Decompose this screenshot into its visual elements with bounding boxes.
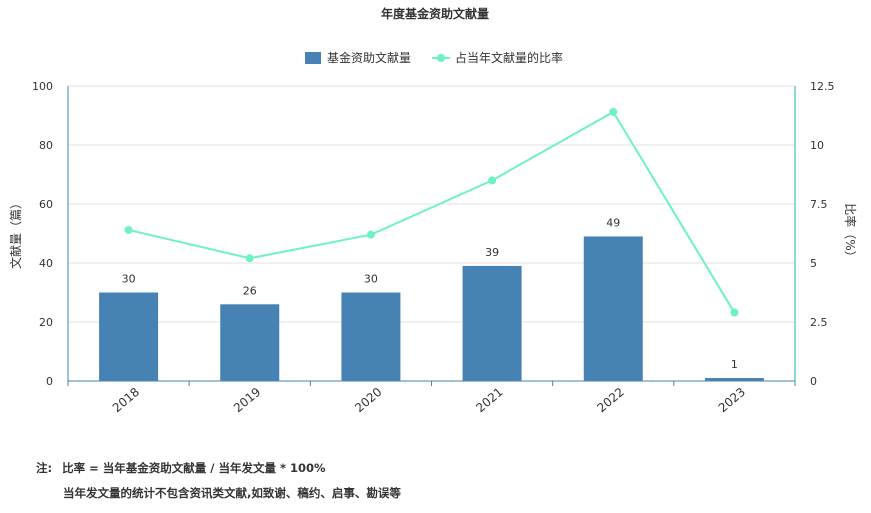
bar-data-label: 39 [485,246,499,259]
bar [220,304,280,381]
legend-bar-swatch [305,52,321,64]
bar [341,292,401,381]
y2-axis-ticks: 0 2.5 5 7.5 10 12.5 [810,80,835,388]
x-tick-label: 2019 [231,385,263,415]
ratio-point [730,308,739,317]
note-label: 注: [36,461,53,475]
y-axis-label: 文献量（篇） [8,197,23,269]
x-tick-label: 2021 [473,385,505,415]
y2-axis-label: 比率（%） [843,203,858,262]
note-ratio-definition: 注: 比率 = 当年基金资助文献量 / 当年发文量 * 100% [36,460,326,476]
legend-line-marker [437,54,445,62]
x-tick-label: 2018 [110,385,142,415]
x-tick-label: 2023 [716,385,748,415]
bar-data-labels: 30 26 30 39 49 1 [122,216,738,371]
ratio-point [124,225,133,234]
y2-tick-label: 12.5 [810,80,835,93]
y2-tick-label: 5 [810,257,817,270]
ratio-point [488,176,497,185]
y-tick-label: 80 [39,139,53,152]
legend-item-line[interactable]: 占当年文献量的比率 [432,50,563,65]
legend-line-label: 占当年文献量的比率 [455,50,563,65]
bar-data-label: 30 [364,273,378,286]
bar-series [99,236,764,381]
x-axis-ticks: 2018 2019 2020 2021 2022 2023 [67,381,796,415]
legend[interactable]: 基金资助文献量 占当年文献量的比率 [305,50,563,65]
note-exclusions: 当年发文量的统计不包含资讯类文献,如致谢、稿约、启事、勘误等 [63,485,401,501]
ratio-line [128,110,736,314]
y-axis-ticks: 0 20 40 60 80 100 [32,80,53,388]
bar-data-label: 26 [243,284,257,297]
legend-bar-label: 基金资助文献量 [327,50,411,65]
ratio-point [366,230,375,239]
x-tick-label: 2020 [352,385,384,415]
ratio-point [245,254,254,263]
chart-title: 年度基金资助文献量 [381,6,489,21]
bar [583,236,643,381]
y-tick-label: 40 [39,257,53,270]
y2-tick-label: 7.5 [810,198,828,211]
y2-tick-label: 2.5 [810,316,828,329]
y-tick-label: 100 [32,80,53,93]
bar-data-label: 1 [731,358,738,371]
ratio-point [609,107,618,116]
note-line2: 当年发文量的统计不包含资讯类文献,如致谢、稿约、启事、勘误等 [63,486,401,500]
bar-data-label: 30 [122,273,136,286]
y-tick-label: 20 [39,316,53,329]
bar [462,265,522,381]
bar [99,292,159,381]
y2-tick-label: 10 [810,139,824,152]
bar [704,378,764,381]
bar-data-label: 49 [606,216,620,229]
grid-lines [68,85,795,323]
x-tick-label: 2022 [594,385,626,415]
legend-item-bar[interactable]: 基金资助文献量 [305,50,411,65]
y-tick-label: 0 [46,375,53,388]
y-tick-label: 60 [39,198,53,211]
y2-tick-label: 0 [810,375,817,388]
note-line1: 比率 = 当年基金资助文献量 / 当年发文量 * 100% [62,461,326,475]
line-series [124,107,739,317]
